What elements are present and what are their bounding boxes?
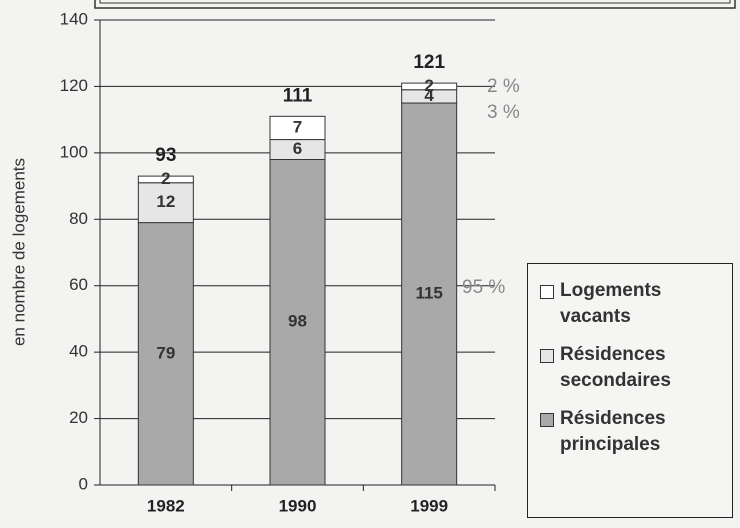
- legend-label: Résidences principales: [560, 408, 666, 455]
- bar-segment: [269, 159, 326, 486]
- title-frame: [94, 0, 736, 9]
- y-tick-label: 80: [69, 209, 88, 228]
- x-tick-label: 1990: [279, 496, 317, 515]
- legend-label: Logements vacants: [560, 280, 662, 327]
- legend: Logements vacants Résidences secondaires R…: [527, 263, 733, 518]
- y-tick-label: 60: [69, 275, 88, 294]
- legend-item: Logements vacants: [540, 278, 724, 330]
- legend-swatch: [540, 349, 554, 363]
- title-frame-inner: [99, 0, 731, 4]
- bar-segment: [269, 115, 326, 141]
- y-axis-label: en nombre de logements: [9, 158, 28, 346]
- total-label: 111: [283, 85, 313, 106]
- data-label: 115: [415, 284, 442, 303]
- y-tick-label: 20: [69, 408, 88, 427]
- legend-swatch: [540, 285, 554, 299]
- legend-item: Résidences principales: [540, 406, 724, 458]
- percent-annotation: 2 %: [487, 76, 520, 97]
- data-label: 12: [156, 192, 175, 211]
- y-tick-label: 140: [60, 9, 88, 28]
- y-tick-label: 100: [60, 142, 88, 161]
- total-label: 93: [155, 145, 176, 166]
- bar-segment: [401, 82, 458, 91]
- data-label: 2: [424, 76, 433, 95]
- x-tick-label: 1982: [147, 496, 185, 515]
- x-tick-label: 1999: [410, 496, 448, 515]
- bar-segment: [401, 102, 458, 486]
- data-label: 2: [161, 169, 170, 188]
- bar-segment: [137, 175, 194, 184]
- y-tick-label: 0: [79, 474, 88, 493]
- data-label: 79: [156, 343, 175, 362]
- data-label: 98: [288, 312, 307, 331]
- y-tick-label: 120: [60, 76, 88, 95]
- percent-annotation: 95 %: [462, 277, 505, 298]
- total-label: 121: [413, 52, 445, 73]
- data-label: 4: [424, 86, 434, 105]
- legend-label: Résidences secondaires: [560, 344, 671, 391]
- percent-annotation: 3 %: [487, 102, 520, 123]
- y-tick-label: 40: [69, 342, 88, 361]
- data-label: 7: [293, 117, 302, 136]
- legend-swatch: [540, 413, 554, 427]
- data-label: 6: [293, 139, 302, 158]
- legend-item: Résidences secondaires: [540, 342, 724, 394]
